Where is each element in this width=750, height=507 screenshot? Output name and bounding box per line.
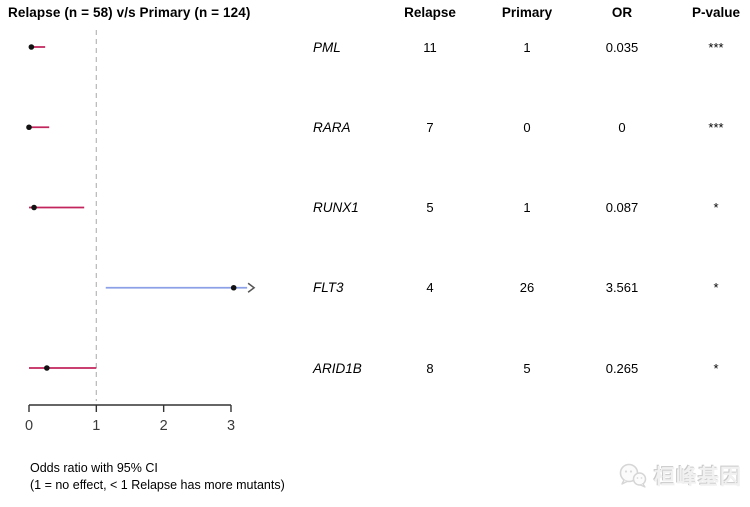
cell-rara-primary: 0: [523, 119, 531, 135]
cell-rara-relapse: 7: [426, 119, 434, 135]
watermark-text: 桓峰基因: [654, 466, 742, 489]
gene-label-arid1b: ARID1B: [313, 360, 362, 376]
caption-line-2: (1 = no effect, < 1 Relapse has more mut…: [30, 477, 285, 492]
or-point-arid1b: [44, 365, 50, 371]
cell-pml-or: 0.035: [605, 39, 639, 55]
cell-arid1b-pvalue: *: [713, 360, 719, 376]
wechat-icon: [619, 463, 647, 488]
or-point-pml: [28, 44, 35, 50]
cell-arid1b-relapse: 8: [426, 360, 434, 376]
cell-arid1b-primary: 5: [523, 360, 531, 376]
cell-flt3-relapse: 4: [426, 280, 434, 296]
column-header-or: OR: [611, 5, 633, 20]
cell-arid1b-or: 0.265: [605, 360, 639, 376]
or-point-flt3: [230, 284, 237, 291]
cell-flt3-or: 3.561: [605, 280, 639, 296]
gene-label-rara: RARA: [313, 119, 351, 135]
cell-pml-pvalue: ***: [708, 39, 724, 55]
column-header-pvalue: P-value: [691, 5, 741, 20]
arrow-right-icon: [247, 282, 256, 293]
column-header-primary: Primary: [501, 5, 553, 20]
cell-rara-pvalue: ***: [708, 119, 724, 135]
caption: Odds ratio with 95% CI (1 = no effect, <…: [30, 460, 285, 494]
gene-label-flt3: FLT3: [313, 280, 344, 296]
cell-runx1-primary: 1: [523, 200, 531, 215]
cell-flt3-pvalue: *: [713, 280, 719, 296]
x-tick-label: 0: [25, 418, 33, 434]
cell-pml-relapse: 11: [423, 39, 437, 55]
cell-runx1-or: 0.087: [605, 200, 639, 215]
column-header-relapse: Relapse: [404, 5, 456, 20]
gene-label-pml: PML: [313, 39, 341, 55]
cell-pml-primary: 1: [523, 39, 531, 55]
figure-title: Relapse (n = 58) v/s Primary (n = 124): [8, 5, 251, 20]
cell-runx1-pvalue: *: [713, 200, 719, 215]
cell-rara-or: 0: [618, 119, 626, 135]
gene-label-runx1: RUNX1: [313, 200, 359, 215]
or-point-runx1: [31, 204, 37, 211]
caption-line-1: Odds ratio with 95% CI: [30, 461, 158, 475]
cell-runx1-relapse: 5: [426, 200, 434, 215]
or-point-rara: [26, 124, 32, 131]
x-tick-label: 3: [227, 418, 235, 434]
x-tick-label: 1: [92, 418, 100, 434]
watermark: 桓峰基因: [618, 461, 742, 491]
x-tick-label: 2: [160, 418, 168, 434]
cell-flt3-primary: 26: [519, 280, 535, 296]
